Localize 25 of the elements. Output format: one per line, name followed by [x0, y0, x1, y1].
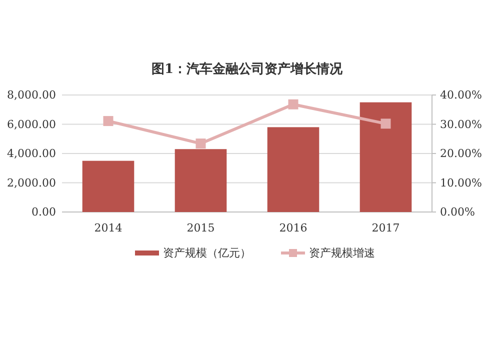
x-tick-label: 2016: [279, 222, 308, 234]
y2-tick-label: 0.00%: [440, 206, 475, 218]
point: [288, 99, 298, 110]
point: [103, 116, 114, 126]
y2-tick-label: 20.00%: [440, 147, 482, 160]
bar: [174, 149, 227, 212]
legend-label: 资产规模增速: [309, 246, 375, 260]
bar: [267, 127, 320, 212]
y-tick-label: 8,000.00: [7, 88, 56, 102]
chart-title: 图1：汽车金融公司资产增长情况: [151, 61, 344, 77]
bar: [360, 102, 412, 212]
point: [196, 138, 206, 149]
y-tick-label: 0.00: [32, 206, 56, 218]
y-tick-label: 6,000.00: [7, 118, 56, 131]
x-tick-label: 2014: [94, 222, 122, 234]
x-tick-label: 2015: [186, 222, 215, 234]
y2-tick-label: 30.00%: [440, 118, 482, 131]
x-tick-label: 2017: [372, 222, 400, 234]
y-tick-label: 4,000.00: [7, 147, 56, 160]
y2-tick-label: 40.00%: [440, 88, 482, 102]
y2-tick-label: 10.00%: [440, 176, 482, 190]
y-tick-label: 2,000.00: [7, 176, 56, 190]
bar: [82, 160, 134, 212]
point: [380, 118, 391, 129]
legend-label: 资产规模（亿元）: [163, 246, 251, 260]
